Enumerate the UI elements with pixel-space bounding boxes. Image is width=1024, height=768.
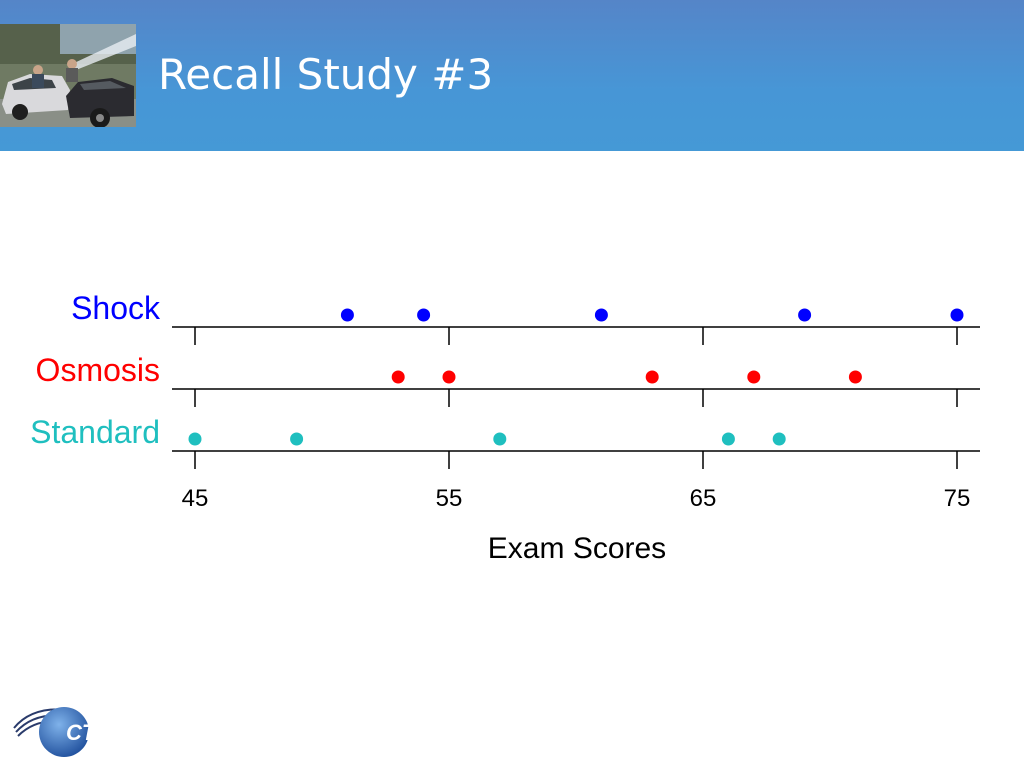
data-point-standard [772,432,786,446]
slide-header: Recall Study #3 [0,0,1024,151]
ctre-logo-icon: CTRE [13,707,127,757]
data-point-osmosis [848,370,862,384]
data-point-standard [290,432,304,446]
data-point-osmosis [391,370,405,384]
tick-label: 55 [436,485,463,512]
data-point-standard [188,432,202,446]
tick-label: 65 [690,485,717,512]
data-point-shock [417,308,431,322]
data-point-shock [798,308,812,322]
data-point-standard [493,432,507,446]
car-crash-icon [0,24,136,127]
x-axis-label: Exam Scores [488,532,666,565]
data-point-shock [340,308,354,322]
data-point-shock [594,308,608,322]
car-crash-photo [0,24,136,127]
data-point-shock [950,308,964,322]
data-point-standard [721,432,735,446]
tick-label: 75 [944,485,971,512]
data-point-osmosis [442,370,456,384]
series-label-osmosis: Osmosis [36,352,160,388]
ctre-logo: CTRE [12,702,132,760]
dot-plot-chart: Shock Osmosis Standard 45 55 65 75 Exam Scores [30,290,980,565]
slide-title: Recall Study #3 [158,50,494,99]
series-label-shock: Shock [71,290,161,326]
tick-label: 45 [182,485,209,512]
logo-text: CTRE [66,720,127,745]
series-label-standard: Standard [30,414,160,450]
data-point-osmosis [747,370,761,384]
data-point-osmosis [645,370,659,384]
